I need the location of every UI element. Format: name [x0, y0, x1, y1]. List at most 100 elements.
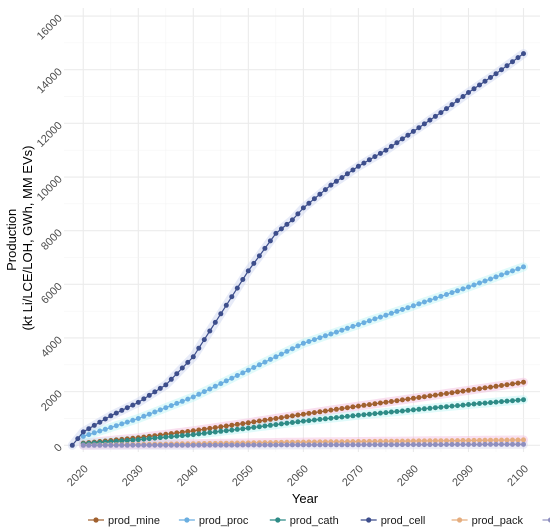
point-prod_rec [488, 441, 493, 447]
point-prod_proc [399, 307, 405, 312]
point-prod_proc [262, 359, 268, 365]
series-prod_rec [80, 441, 526, 448]
point-prod_cell [284, 221, 290, 227]
point-prod_cell [421, 121, 427, 127]
point-prod_mine [267, 416, 273, 422]
legend-item-prod_cath: prod_cath [269, 515, 339, 527]
point-prod_proc [339, 327, 345, 333]
point-prod_mine [284, 414, 290, 420]
point-prod_rec [91, 442, 97, 448]
point-prod_cath [444, 404, 449, 410]
point-prod_cell [377, 150, 383, 156]
point-prod_cath [510, 398, 515, 404]
x-tick-label: 2020 [65, 463, 91, 489]
point-prod_cath [399, 408, 405, 414]
point-prod_rec [383, 442, 389, 448]
point-prod_cell [69, 442, 75, 448]
point-prod_rec [427, 442, 433, 448]
point-prod_mine [278, 415, 284, 421]
point-prod_cell [212, 319, 218, 325]
point-prod_cell [355, 163, 361, 169]
point-prod_rec [278, 442, 284, 448]
y-tick-label: 12000 [35, 120, 65, 150]
point-prod_pack [466, 438, 471, 443]
point-prod_rec [482, 441, 488, 447]
point-prod_mine [432, 392, 438, 398]
point-prod_mine [201, 426, 207, 432]
legend-key-point [547, 517, 550, 523]
point-prod_rec [152, 442, 158, 448]
point-prod_rec [438, 442, 444, 448]
point-prod_cath [482, 400, 488, 406]
point-prod_cath [256, 424, 262, 430]
point-prod_mine [410, 395, 416, 401]
point-prod_proc [174, 400, 180, 406]
point-prod_proc [229, 375, 235, 381]
point-prod_rec [97, 442, 103, 448]
point-prod_cath [289, 420, 295, 425]
point-prod_rec [284, 442, 290, 448]
point-prod_rec [421, 442, 427, 448]
point-prod_cell [141, 396, 147, 402]
x-tick-label: 2080 [395, 463, 421, 489]
point-prod_cell [444, 106, 449, 112]
point-prod_pack [493, 437, 499, 443]
point-prod_proc [190, 394, 196, 400]
point-prod_proc [91, 430, 97, 436]
point-prod_cell [361, 160, 367, 166]
point-prod_proc [240, 370, 246, 376]
point-prod_cell [295, 211, 301, 217]
legend: prod_mine prod_proc prod_cath prod_cell prod… [88, 515, 550, 527]
point-prod_pack [488, 437, 493, 443]
point-prod_cell [174, 371, 180, 377]
point-prod_cath [179, 433, 185, 439]
point-prod_cath [306, 418, 312, 424]
point-prod_cath [278, 421, 284, 427]
point-prod_cath [361, 412, 367, 418]
point-prod_cell [416, 125, 422, 131]
point-prod_proc [366, 318, 372, 324]
point-prod_mine [421, 394, 427, 400]
point-prod_mine [499, 383, 504, 388]
point-prod_cell [399, 136, 405, 142]
point-prod_cell [152, 389, 158, 395]
point-prod_proc [333, 329, 339, 335]
point-prod_cath [504, 398, 510, 404]
point-prod_rec [168, 442, 174, 448]
y-tick-label: 4000 [39, 334, 65, 360]
point-prod_cell [388, 143, 394, 149]
point-prod_proc [482, 278, 488, 284]
point-prod_rec [190, 442, 196, 448]
legend-key-point [93, 517, 99, 523]
point-prod_cell [91, 422, 97, 428]
point-prod_rec [449, 442, 455, 447]
point-prod_mine [366, 402, 372, 408]
point-prod_cell [130, 402, 136, 408]
point-prod_proc [234, 373, 240, 378]
point-prod_proc [278, 351, 284, 357]
point-prod_mine [488, 384, 493, 390]
point-prod_rec [207, 442, 213, 448]
point-prod_proc [444, 292, 449, 297]
point-prod_cath [328, 415, 334, 421]
point-prod_proc [119, 421, 125, 427]
point-prod_pack [421, 438, 427, 444]
point-prod_cath [499, 399, 504, 405]
point-prod_cath [168, 434, 174, 440]
point-prod_cell [427, 117, 433, 123]
point-prod_cell [394, 140, 400, 146]
point-prod_cath [267, 422, 273, 428]
point-prod_pack [515, 437, 521, 443]
y-tick-label: 0 [52, 442, 65, 455]
point-prod_rec [80, 442, 86, 448]
point-prod_rec [245, 442, 251, 448]
legend-label: prod_proc [199, 515, 249, 527]
point-prod_cell [482, 78, 488, 84]
point-prod_proc [157, 407, 163, 413]
point-prod_proc [344, 325, 350, 331]
point-prod_rec [388, 442, 394, 448]
point-prod_cath [262, 423, 268, 429]
point-prod_proc [201, 389, 207, 395]
point-prod_mine [223, 423, 229, 429]
